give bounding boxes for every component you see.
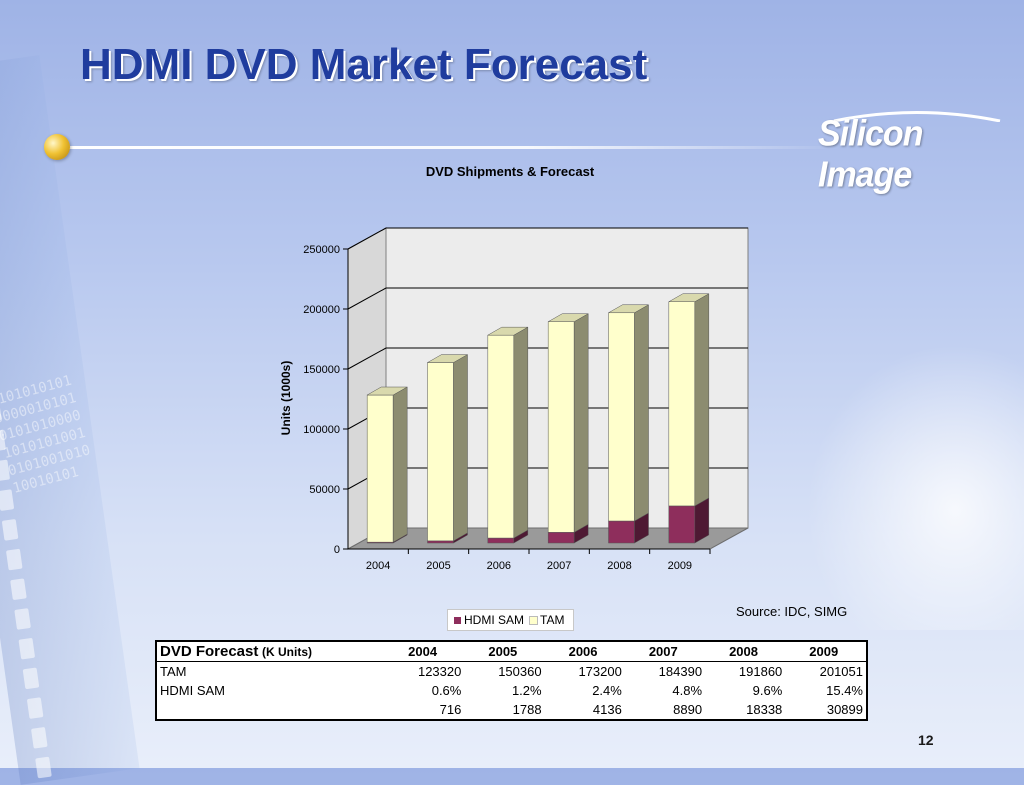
table-row: TAM 123320 150360 173200 184390 191860 2… <box>156 662 867 682</box>
chart-title: DVD Shipments & Forecast <box>425 164 595 179</box>
clouds-decoration <box>794 330 1024 630</box>
bar-tam-2005 <box>427 362 454 542</box>
table-heading: DVD Forecast (K Units) <box>156 641 385 662</box>
silicon-image-logo: Silicon Image <box>818 114 923 195</box>
table-header-row: DVD Forecast (K Units) 2004 2005 2006 20… <box>156 641 867 662</box>
bar-top-2005 <box>426 354 469 363</box>
legend-swatch-hdmi-sam <box>454 617 461 624</box>
bar-hdmi-sam-2009 <box>668 505 696 544</box>
bar-hdmi-sam-2007 <box>547 532 575 544</box>
bar-hdmi-sam-2005 <box>427 540 454 544</box>
bar-hdmi-sam-2006 <box>487 537 515 544</box>
bar-top-2009 <box>667 293 710 302</box>
table-cell: 15.4% <box>826 683 863 698</box>
y-tick-label: 100000 <box>303 424 340 436</box>
x-tick-label: 2004 <box>366 560 390 572</box>
chart-legend: HDMI SAM TAM <box>447 609 574 631</box>
bar-tam-2008 <box>608 312 635 522</box>
bar-side-2008 <box>634 304 649 522</box>
gridline-diagonal <box>347 227 387 250</box>
legend-item-tam: TAM <box>529 613 564 627</box>
table-cell: 30899 <box>826 702 863 717</box>
bar-tam-2009 <box>668 301 696 507</box>
bar-side-2006 <box>513 326 529 539</box>
table-row: 716 1788 4136 8890 18338 30899 <box>156 700 867 720</box>
row-label: TAM <box>160 664 187 679</box>
table-cell: 9.6% <box>752 683 783 698</box>
table-cell: 150360 <box>498 664 542 679</box>
year-header: 2004 <box>384 641 465 662</box>
table-cell: 2.4% <box>592 683 622 698</box>
bar-side-2005 <box>453 354 468 542</box>
page-number: 12 <box>918 732 934 748</box>
forecast-table: DVD Forecast (K Units) 2004 2005 2006 20… <box>155 640 868 721</box>
y-tick-label: 250000 <box>303 244 340 256</box>
bar-top-2007 <box>547 313 590 322</box>
stacked-bar-chart: 0 50000 100000 150000 200000 250000 Units (100… <box>279 227 749 572</box>
table-cell: 173200 <box>578 664 622 679</box>
title-divider <box>60 146 840 149</box>
bar-side-2004 <box>392 386 408 543</box>
year-header: 2005 <box>464 641 545 662</box>
table-cell: 1788 <box>512 702 542 717</box>
y-tick-label: 200000 <box>303 304 340 316</box>
gold-bullet-icon <box>44 134 70 160</box>
table-cell: 0.6% <box>431 683 462 698</box>
table-row: HDMI SAM 0.6% 1.2% 2.4% 4.8% 9.6% 15.4% <box>156 681 867 700</box>
year-header: 2007 <box>624 641 706 662</box>
bar-tam-2007 <box>547 321 575 533</box>
bar-tam-2006 <box>487 334 515 539</box>
y-axis-label: Units (1000s) <box>279 361 293 436</box>
table-cell: 191860 <box>738 664 783 679</box>
table-cell: 18338 <box>746 702 783 717</box>
x-tick-label: 2009 <box>668 560 692 572</box>
legend-swatch-tam <box>529 616 538 625</box>
bar-side-2007 <box>573 313 589 533</box>
y-tick-label: 50000 <box>309 484 340 496</box>
bar-top-2004 <box>366 386 409 396</box>
year-header: 2008 <box>705 641 786 662</box>
year-header: 2009 <box>785 641 867 662</box>
row-label <box>156 700 384 720</box>
source-note: Source: IDC, SIMG <box>736 604 848 619</box>
y-tick-label: 150000 <box>303 364 340 376</box>
gridline-diagonal <box>347 287 387 310</box>
bar-top-2008 <box>607 304 650 314</box>
table-cell: 4.8% <box>672 683 703 698</box>
row-label: HDMI SAM <box>160 683 225 698</box>
table-cell: 1.2% <box>511 683 542 698</box>
table-cell: 8890 <box>673 702 703 717</box>
x-tick-label: 2007 <box>547 560 571 572</box>
logo-arc-icon <box>833 111 1001 122</box>
table-cell: 123320 <box>417 664 462 679</box>
gridline-diagonal <box>347 347 387 370</box>
legend-item-hdmi-sam: HDMI SAM <box>454 613 524 627</box>
table-cell: 4136 <box>592 702 622 717</box>
bar-top-2006 <box>486 326 529 336</box>
y-tick-label: 0 <box>334 544 340 556</box>
x-tick-label: 2006 <box>487 560 511 572</box>
x-tick-label: 2005 <box>426 560 450 572</box>
table-cell: 184390 <box>658 664 703 679</box>
bar-hdmi-sam-2008 <box>608 520 635 544</box>
x-tick-label: 2008 <box>607 560 631 572</box>
slide-title: HDMI DVD Market Forecast <box>80 40 648 89</box>
bar-side-2009 <box>694 293 710 507</box>
table-cell: 201051 <box>819 664 863 679</box>
bar-tam-2004 <box>366 394 394 543</box>
year-header: 2006 <box>544 641 625 662</box>
table-cell: 716 <box>439 702 462 717</box>
